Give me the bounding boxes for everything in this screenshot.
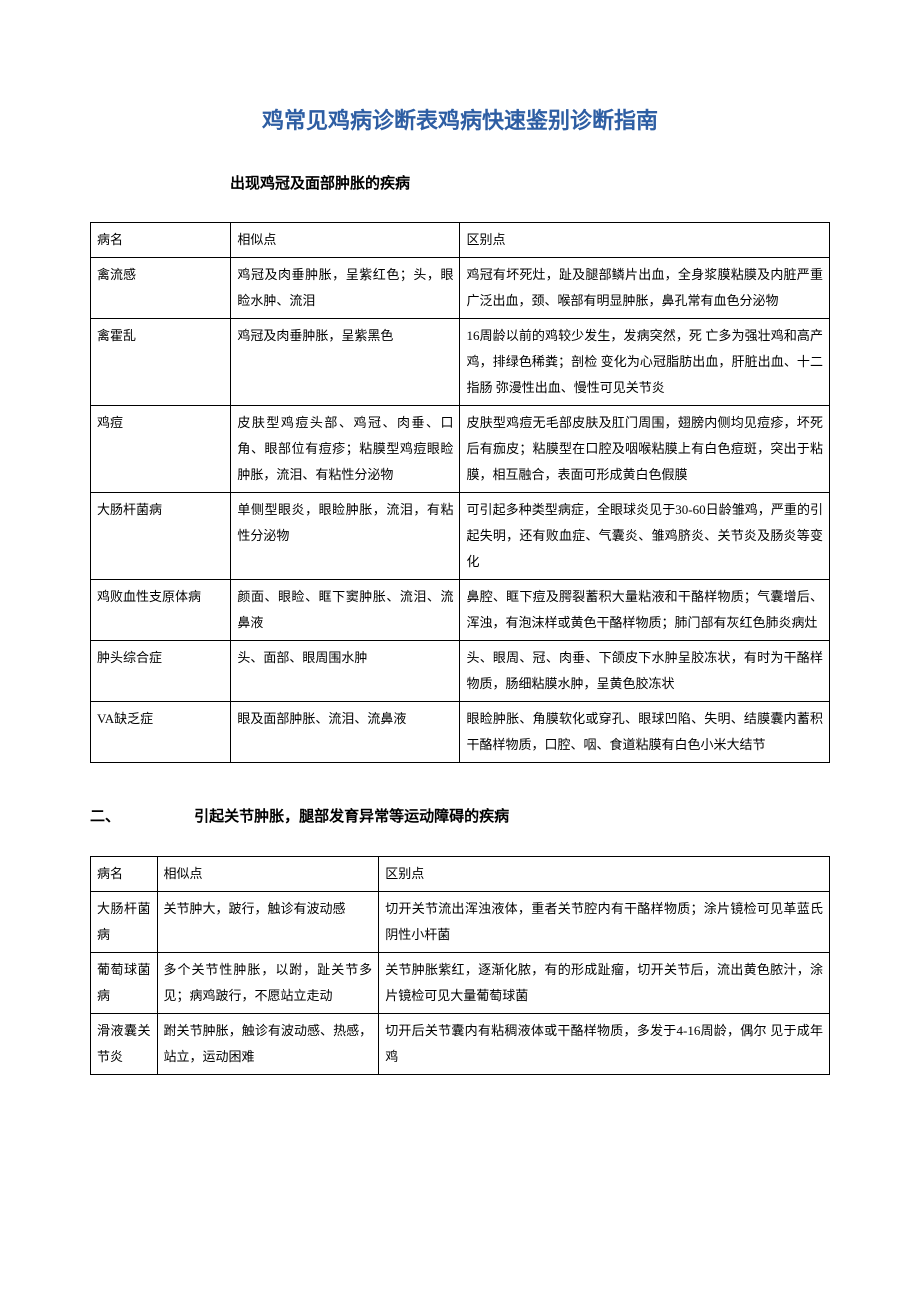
cell-difference: 鼻腔、眶下痘及腭裂蓄积大量粘液和干酪样物质；气囊增后、浑浊，有泡沫样或黄色干酪样… [460,580,830,641]
cell-disease-name: 葡萄球菌病 [91,952,158,1013]
cell-difference: 可引起多种类型病症，全眼球炎见于30-60日龄雏鸡，严重的引起失明，还有败血症、… [460,493,830,580]
table-row: 葡萄球菌病 多个关节性肿胀，以跗，趾关节多见；病鸡跛行，不愿站立走动 关节肿胀紫… [91,952,830,1013]
cell-difference: 关节肿胀紫红，逐渐化脓，有的形成趾瘤，切开关节后，流出黄色脓汁，涂片镜检可见大量… [379,952,830,1013]
cell-similarity: 颜面、眼睑、眶下窦肿胀、流泪、流鼻液 [231,580,460,641]
cell-difference: 切开后关节囊内有粘稠液体或干酪样物质，多发于4-16周龄，偶尔 见于成年鸡 [379,1013,830,1074]
table-row: 禽霍乱 鸡冠及肉垂肿胀，呈紫黑色 16周龄以前的鸡较少发生，发病突然，死 亡多为… [91,319,830,406]
cell-difference: 头、眼周、冠、肉垂、下颌皮下水肿呈胶冻状，有时为干酪样物质，肠细粘膜水肿，呈黄色… [460,641,830,702]
cell-disease-name: 大肠杆菌病 [91,891,158,952]
cell-disease-name: 大肠杆菌病 [91,493,231,580]
table-header-row: 病名 相似点 区别点 [91,856,830,891]
page-title: 鸡常见鸡病诊断表鸡病快速鉴别诊断指南 [90,100,830,142]
section2-number: 二、 [90,803,190,832]
cell-difference: 皮肤型鸡痘无毛部皮肤及肛门周围，翅膀内侧均见痘疹，坏死后有痂皮；粘膜型在口腔及咽… [460,406,830,493]
table-row: 鸡败血性支原体病 颜面、眼睑、眶下窦肿胀、流泪、流鼻液 鼻腔、眶下痘及腭裂蓄积大… [91,580,830,641]
table-header-row: 病名 相似点 区别点 [91,223,830,258]
cell-disease-name: 禽流感 [91,258,231,319]
section2-subtitle: 引起关节肿胀，腿部发育异常等运动障碍的疾病 [194,808,509,825]
table-row: 禽流感 鸡冠及肉垂肿胀，呈紫红色；头，眼睑水肿、流泪 鸡冠有坏死灶，趾及腿部鳞片… [91,258,830,319]
section2-title: 二、 引起关节肿胀，腿部发育异常等运动障碍的疾病 [90,803,830,832]
table-row: 大肠杆菌病 单侧型眼炎，眼睑肿胀，流泪，有粘性分泌物 可引起多种类型病症，全眼球… [91,493,830,580]
cell-similarity: 头、面部、眼周围水肿 [231,641,460,702]
cell-difference: 眼睑肿胀、角膜软化或穿孔、眼球凹陷、失明、结膜囊内蓄积干酪样物质，口腔、咽、食道… [460,702,830,763]
cell-difference: 16周龄以前的鸡较少发生，发病突然，死 亡多为强壮鸡和高产鸡，排绿色稀粪；剖检 … [460,319,830,406]
header-similarity: 相似点 [231,223,460,258]
cell-difference: 切开关节流出浑浊液体，重者关节腔内有干酪样物质；涂片镜检可见革蓝氏阴性小杆菌 [379,891,830,952]
cell-similarity: 单侧型眼炎，眼睑肿胀，流泪，有粘性分泌物 [231,493,460,580]
cell-similarity: 跗关节肿胀，触诊有波动感、热感，站立，运动困难 [157,1013,379,1074]
header-disease-name: 病名 [91,223,231,258]
header-difference: 区别点 [460,223,830,258]
cell-disease-name: 禽霍乱 [91,319,231,406]
header-similarity: 相似点 [157,856,379,891]
table-row: 肿头综合症 头、面部、眼周围水肿 头、眼周、冠、肉垂、下颌皮下水肿呈胶冻状，有时… [91,641,830,702]
cell-disease-name: 鸡败血性支原体病 [91,580,231,641]
table-row: 滑液囊关节炎 跗关节肿胀，触诊有波动感、热感，站立，运动困难 切开后关节囊内有粘… [91,1013,830,1074]
cell-similarity: 眼及面部肿胀、流泪、流鼻液 [231,702,460,763]
cell-similarity: 关节肿大，跛行，触诊有波动感 [157,891,379,952]
disease-table-2: 病名 相似点 区别点 大肠杆菌病 关节肿大，跛行，触诊有波动感 切开关节流出浑浊… [90,856,830,1075]
cell-disease-name: 滑液囊关节炎 [91,1013,158,1074]
cell-disease-name: VA缺乏症 [91,702,231,763]
cell-similarity: 多个关节性肿胀，以跗，趾关节多见；病鸡跛行，不愿站立走动 [157,952,379,1013]
section1-subtitle: 出现鸡冠及面部肿胀的疾病 [90,170,830,199]
header-difference: 区别点 [379,856,830,891]
cell-difference: 鸡冠有坏死灶，趾及腿部鳞片出血，全身浆膜粘膜及内脏严重广泛出血，颈、喉部有明显肿… [460,258,830,319]
cell-similarity: 鸡冠及肉垂肿胀，呈紫红色；头，眼睑水肿、流泪 [231,258,460,319]
cell-disease-name: 鸡痘 [91,406,231,493]
table-row: VA缺乏症 眼及面部肿胀、流泪、流鼻液 眼睑肿胀、角膜软化或穿孔、眼球凹陷、失明… [91,702,830,763]
header-disease-name: 病名 [91,856,158,891]
cell-similarity: 皮肤型鸡痘头部、鸡冠、肉垂、口角、眼部位有痘疹；粘膜型鸡痘眼睑肿胀，流泪、有粘性… [231,406,460,493]
table-row: 鸡痘 皮肤型鸡痘头部、鸡冠、肉垂、口角、眼部位有痘疹；粘膜型鸡痘眼睑肿胀，流泪、… [91,406,830,493]
disease-table-1: 病名 相似点 区别点 禽流感 鸡冠及肉垂肿胀，呈紫红色；头，眼睑水肿、流泪 鸡冠… [90,222,830,763]
cell-similarity: 鸡冠及肉垂肿胀，呈紫黑色 [231,319,460,406]
cell-disease-name: 肿头综合症 [91,641,231,702]
table-row: 大肠杆菌病 关节肿大，跛行，触诊有波动感 切开关节流出浑浊液体，重者关节腔内有干… [91,891,830,952]
